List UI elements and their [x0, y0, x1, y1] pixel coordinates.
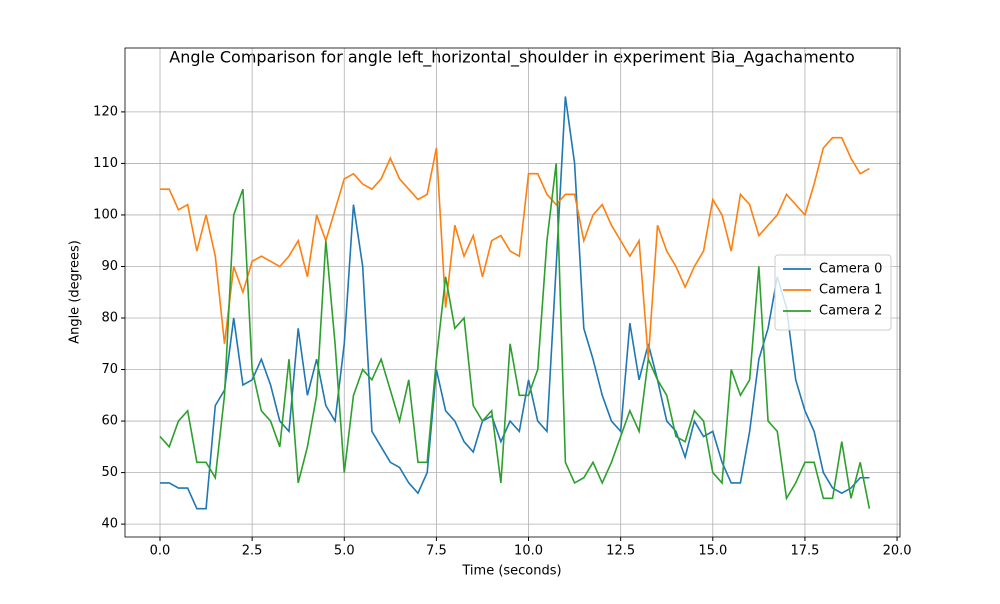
- y-tick-label: 90: [101, 259, 118, 274]
- x-tick-label: 12.5: [606, 544, 635, 559]
- y-tick-label: 100: [93, 207, 118, 222]
- legend: Camera 0 Camera 1 Camera 2: [774, 254, 892, 331]
- legend-label: Camera 1: [819, 283, 882, 298]
- x-tick-label: 7.5: [426, 544, 447, 559]
- x-tick-label: 2.5: [242, 544, 263, 559]
- y-axis-label: Angle (degrees): [68, 240, 83, 344]
- y-tick-label: 40: [101, 517, 118, 532]
- y-tick-label: 60: [101, 414, 118, 429]
- x-axis-label: Time (seconds): [461, 564, 561, 579]
- y-tick-label: 110: [93, 156, 118, 171]
- data-line: [160, 136, 870, 360]
- legend-label: Camera 2: [819, 304, 882, 319]
- y-tick-label: 70: [101, 362, 118, 377]
- x-tick-label: 0.0: [150, 544, 171, 559]
- y-tick-label: 50: [101, 465, 118, 480]
- plot-frame: [124, 47, 901, 538]
- data-line: [160, 96, 870, 510]
- chart-title: Angle Comparison for angle left_horizont…: [169, 48, 854, 68]
- legend-label: Camera 0: [819, 262, 882, 277]
- x-tick-label: 5.0: [334, 544, 355, 559]
- y-tick-label: 80: [101, 311, 118, 326]
- x-tick-label: 15.0: [698, 544, 727, 559]
- x-tick-label: 20.0: [883, 544, 912, 559]
- data-line: [159, 163, 871, 509]
- x-tick-label: 17.5: [790, 544, 819, 559]
- x-tick-label: 10.0: [514, 544, 543, 559]
- y-tick-label: 120: [93, 104, 118, 119]
